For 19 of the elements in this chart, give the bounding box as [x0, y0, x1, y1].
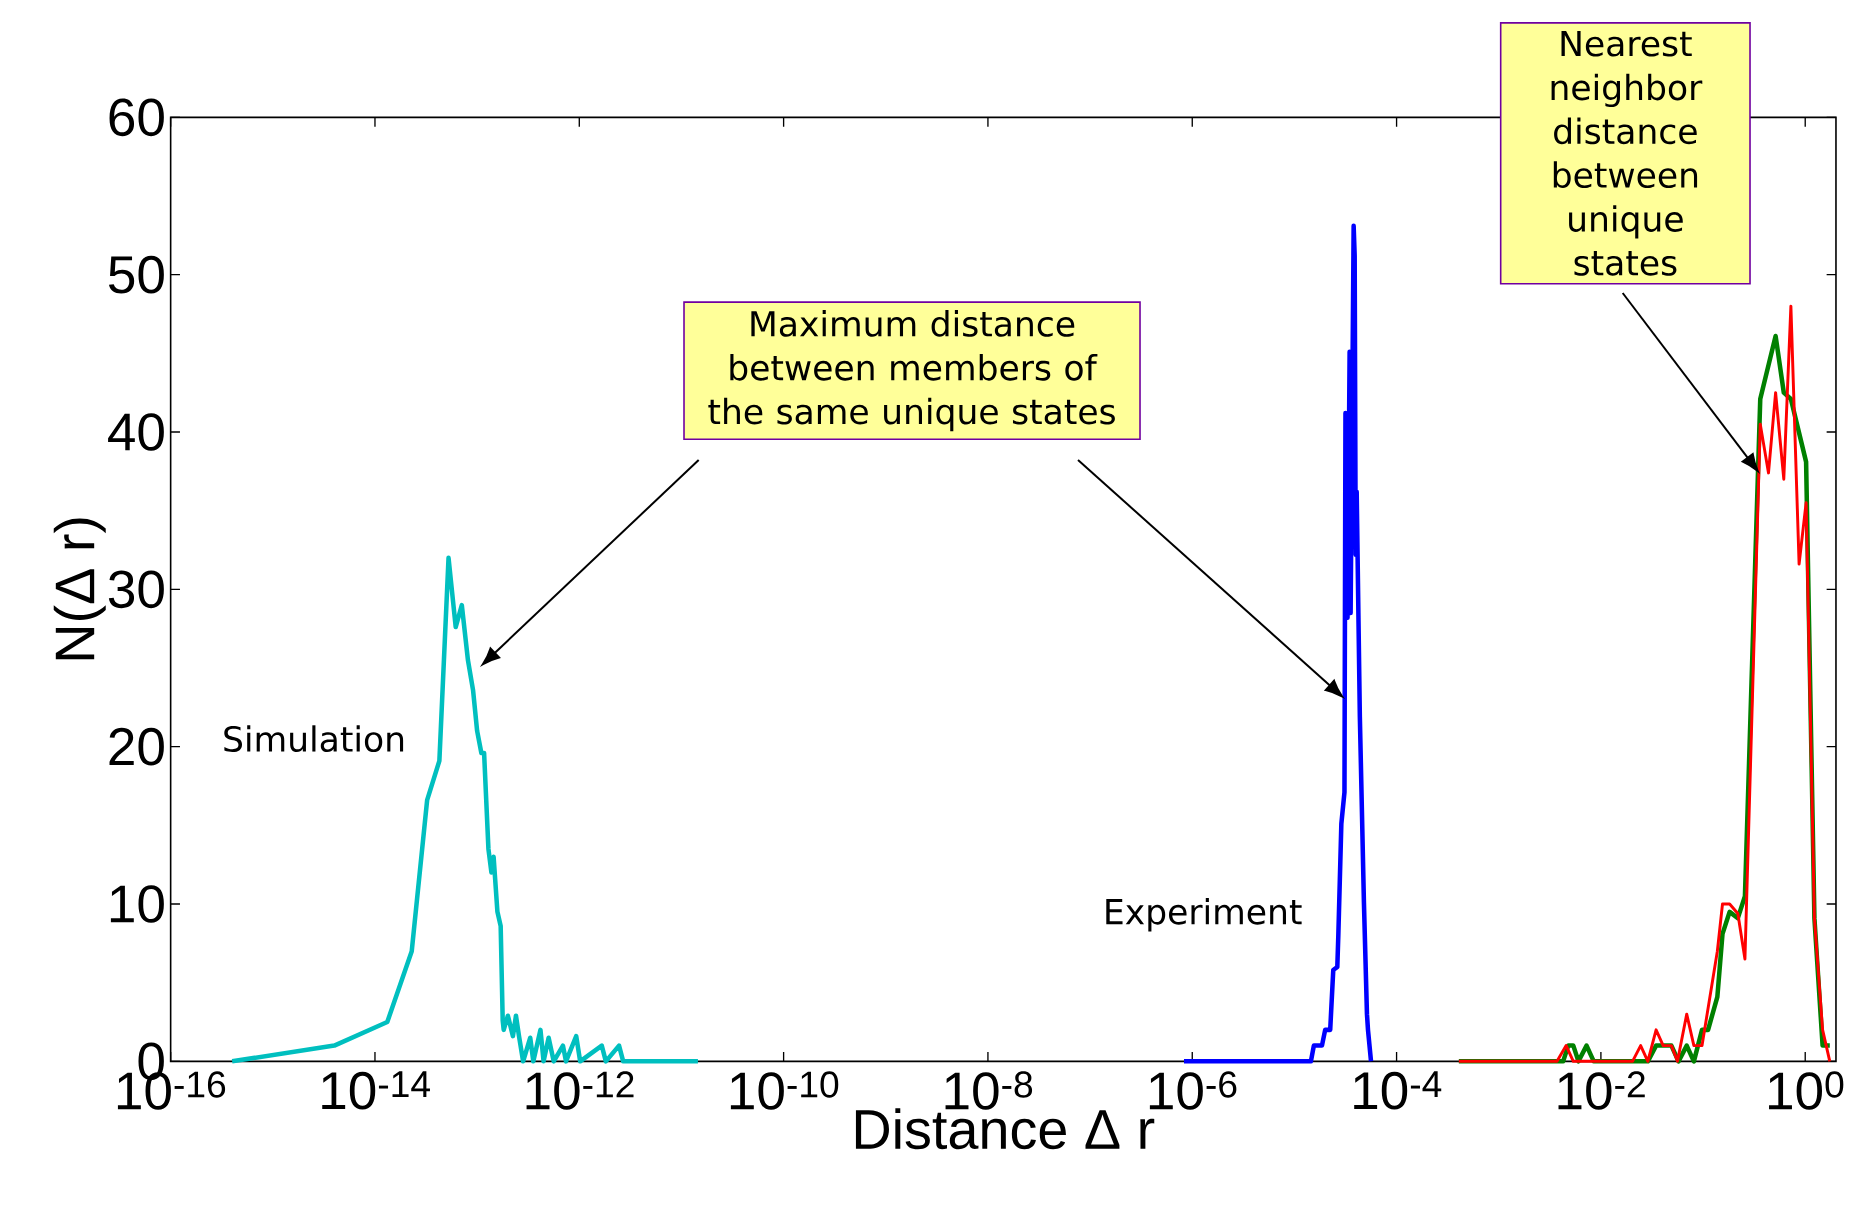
x-tick-label: 10$^{-6}$: [1149, 1071, 1237, 1110]
y-axis-title: N(Δ r): [53, 518, 106, 660]
y-tick-label: 50: [108, 255, 164, 294]
y-tick-label: 60: [109, 98, 164, 137]
annotation: Experiment: [1106, 897, 1302, 932]
x-tick-label: 10$^{0}$: [1769, 1071, 1844, 1110]
x-tick-label: 10$^{-4}$: [1354, 1071, 1442, 1110]
x-tick-label: 10$^{-2}$: [1558, 1071, 1645, 1110]
x-tick-label: 10$^{-12}$: [526, 1071, 634, 1110]
x-tick-label: 10$^{-10}$: [730, 1071, 839, 1110]
y-tick-label: 40: [108, 413, 164, 451]
y-tick-label: 30: [108, 570, 164, 609]
x-tick-label: 10$^{-8}$: [945, 1071, 1033, 1110]
annotation: Maximum distance between members of the same unique states: [708, 310, 1115, 432]
x-tick-label: 10$^{-14}$: [322, 1071, 430, 1110]
y-tick-label: 20: [109, 727, 164, 766]
annotation: Nearest neighbor distance between unique states: [1551, 30, 1703, 276]
annotation: Simulation: [224, 725, 404, 753]
y-tick-label: 10: [110, 885, 164, 923]
